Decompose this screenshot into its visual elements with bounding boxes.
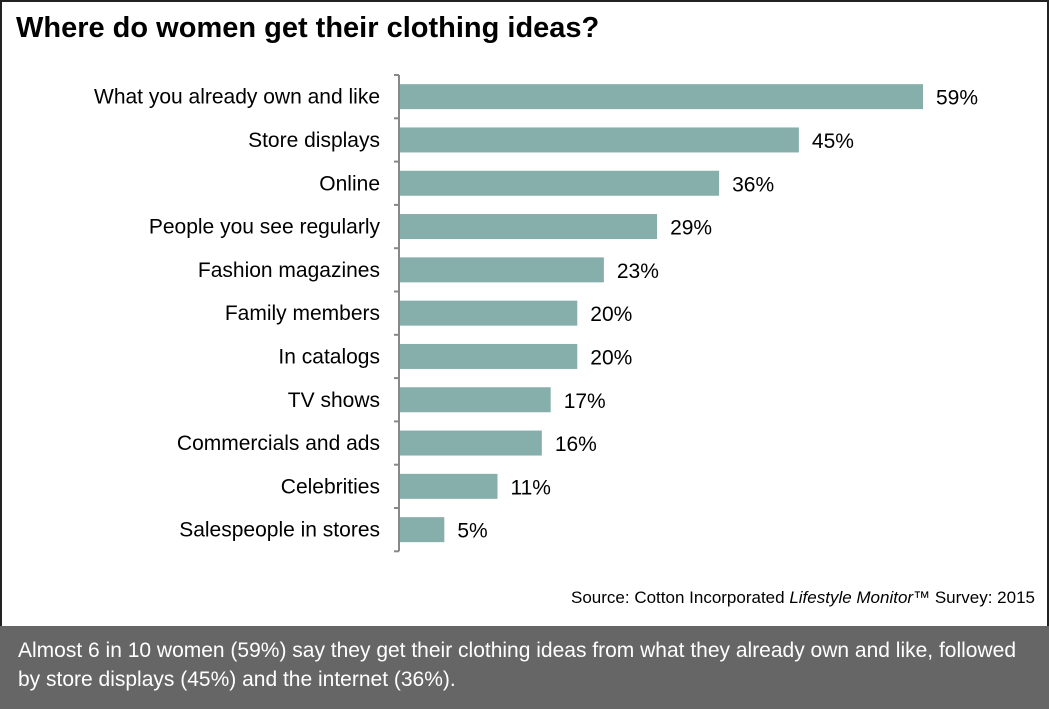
bar bbox=[400, 257, 604, 283]
bar bbox=[400, 387, 551, 413]
data-label: 20% bbox=[590, 346, 632, 369]
category-label: People you see regularly bbox=[149, 216, 381, 239]
category-label: Celebrities bbox=[281, 475, 380, 498]
bar bbox=[400, 127, 799, 153]
source-suffix: ™ Survey: 2015 bbox=[913, 588, 1035, 607]
bar bbox=[400, 517, 445, 543]
bar bbox=[400, 214, 658, 240]
bar bbox=[400, 170, 720, 196]
source-note: Source: Cotton Incorporated Lifestyle Mo… bbox=[571, 588, 1035, 608]
category-label: What you already own and like bbox=[94, 86, 380, 109]
category-label: Online bbox=[319, 172, 380, 195]
data-label: 17% bbox=[564, 390, 606, 413]
data-label: 23% bbox=[617, 260, 659, 283]
category-label: Family members bbox=[225, 302, 380, 325]
category-label: Store displays bbox=[248, 129, 380, 152]
category-label: Commercials and ads bbox=[177, 432, 380, 455]
data-label: 11% bbox=[511, 476, 551, 499]
chart-title: Where do women get their clothing ideas? bbox=[16, 12, 600, 44]
bar bbox=[400, 343, 578, 369]
data-label: 5% bbox=[457, 520, 487, 543]
bar bbox=[400, 84, 923, 110]
bar bbox=[400, 430, 542, 456]
bar bbox=[400, 300, 578, 326]
data-label: 29% bbox=[670, 217, 712, 240]
category-label: In catalogs bbox=[278, 345, 380, 368]
data-label: 59% bbox=[936, 87, 978, 110]
bar-chart: What you already own and like 59% Store di… bbox=[94, 74, 978, 553]
category-label: TV shows bbox=[288, 389, 380, 412]
category-label: Salespeople in stores bbox=[179, 519, 380, 542]
data-label: 45% bbox=[812, 130, 854, 153]
source-prefix: Source: Cotton Incorporated bbox=[571, 588, 790, 607]
bar bbox=[400, 473, 498, 499]
summary-footer: Almost 6 in 10 women (59%) say they get … bbox=[0, 626, 1049, 709]
data-label: 20% bbox=[590, 303, 632, 326]
source-italic: Lifestyle Monitor bbox=[789, 588, 914, 607]
category-label: Fashion magazines bbox=[198, 259, 380, 282]
data-label: 16% bbox=[555, 433, 597, 456]
data-label: 36% bbox=[732, 173, 774, 196]
